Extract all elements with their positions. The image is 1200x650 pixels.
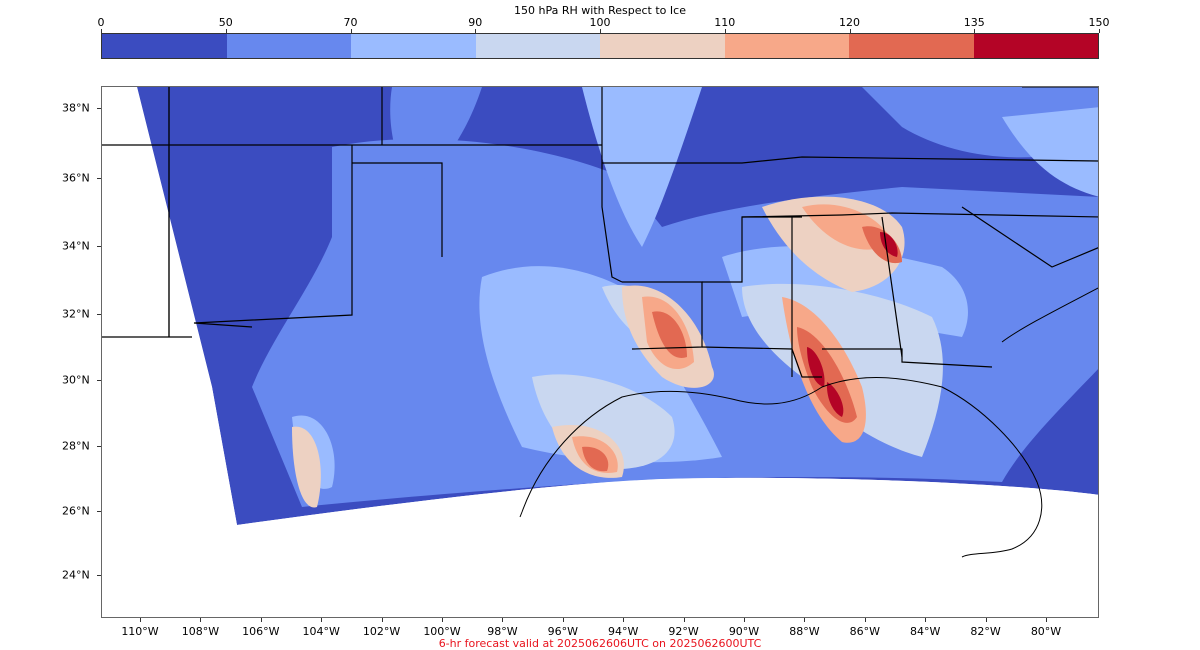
forecast-valid-caption: 6-hr forecast valid at 2025062606UTC on … xyxy=(438,637,762,650)
latitude-label: 36°N xyxy=(62,171,90,185)
longitude-label: 92°W xyxy=(668,625,699,638)
longitude-tick xyxy=(562,618,564,622)
latitude-label: 34°N xyxy=(62,239,90,253)
longitude-tick xyxy=(683,618,685,622)
colorbar-tick-mark xyxy=(350,29,352,33)
coastline xyxy=(519,87,1098,558)
longitude-label: 98°W xyxy=(487,625,518,638)
longitude-label: 82°W xyxy=(970,625,1001,638)
rh-region-mid xyxy=(390,87,482,187)
colorbar-tick-label: 135 xyxy=(963,16,985,29)
colorbar-tick-label: 100 xyxy=(589,16,611,29)
colorbar-tick-mark xyxy=(849,29,851,33)
longitude-label: 86°W xyxy=(849,625,880,638)
longitude-tick xyxy=(744,618,745,622)
longitude-label: 96°W xyxy=(547,625,578,638)
rh-region-light xyxy=(1002,107,1098,197)
colorbar-tick-mark xyxy=(101,29,102,33)
longitude-tick xyxy=(985,618,987,622)
latitude-label: 24°N xyxy=(62,568,90,582)
longitude-label: 90°W xyxy=(728,625,760,638)
latitude-tick xyxy=(97,380,101,381)
colorbar-tick-mark xyxy=(724,29,726,33)
longitude-label: 84°W xyxy=(910,625,941,638)
longitude-tick xyxy=(200,618,202,622)
longitude-label: 108°W xyxy=(181,625,220,638)
colorbar-tick-label: 120 xyxy=(839,16,860,29)
colorbar-tick-mark xyxy=(600,29,601,33)
longitude-tick xyxy=(1046,618,1047,622)
colorbar-tick-mark xyxy=(974,29,976,33)
latitude-label: 38°N xyxy=(62,101,90,115)
colorbar-title: 150 hPa RH with Respect to Ice xyxy=(514,4,686,17)
map-panel xyxy=(101,86,1099,618)
colorbar-tick-label: 150 xyxy=(1088,16,1110,29)
rh-region-light xyxy=(582,87,702,247)
colorbar xyxy=(101,33,1099,59)
colorbar-tick-label: 70 xyxy=(343,16,358,29)
colorbar-segment xyxy=(102,34,227,58)
colorbar-segment xyxy=(724,34,849,58)
rh-region-crimson xyxy=(880,232,898,257)
rh-region-peach xyxy=(292,426,321,508)
colorbar-segment xyxy=(973,34,1098,58)
latitude-tick xyxy=(97,575,101,576)
longitude-label: 104°W xyxy=(302,625,340,638)
longitude-label: 110°W xyxy=(121,625,159,638)
longitude-label: 94°W xyxy=(608,625,639,638)
colorbar-tick-mark xyxy=(1099,29,1100,33)
longitude-tick xyxy=(321,618,323,622)
latitude-tick xyxy=(97,511,101,512)
longitude-tick xyxy=(381,618,383,622)
map-canvas xyxy=(102,87,1098,617)
colorbar-tick-label: 0 xyxy=(97,16,105,29)
longitude-tick xyxy=(804,618,806,622)
colorbar-segment xyxy=(351,34,476,58)
longitude-tick xyxy=(925,618,927,622)
longitude-label: 80°W xyxy=(1030,625,1062,638)
longitude-label: 100°W xyxy=(423,625,461,638)
longitude-tick xyxy=(140,618,141,622)
colorbar-tick-label: 110 xyxy=(714,16,736,29)
colorbar-segment xyxy=(475,34,600,58)
no-data-area xyxy=(102,477,1098,617)
longitude-label: 106°W xyxy=(242,625,280,638)
longitude-tick xyxy=(502,618,504,622)
colorbar-segment xyxy=(226,34,351,58)
colorbar-tick-mark xyxy=(225,29,227,33)
longitude-label: 102°W xyxy=(362,625,401,638)
longitude-tick xyxy=(442,618,443,622)
colorbar-segment xyxy=(849,34,974,58)
rh-region-red xyxy=(582,446,609,472)
latitude-label: 28°N xyxy=(62,439,90,453)
latitude-tick xyxy=(97,446,101,447)
state-boundaries xyxy=(102,87,1098,378)
rh-region-red xyxy=(652,311,687,358)
colorbar-tick-label: 50 xyxy=(218,16,233,29)
longitude-tick xyxy=(260,618,262,622)
colorbar-segment xyxy=(600,34,725,58)
latitude-tick xyxy=(97,246,101,247)
latitude-label: 26°N xyxy=(62,504,90,518)
latitude-tick xyxy=(97,314,101,315)
latitude-label: 32°N xyxy=(62,307,90,321)
longitude-label: 88°W xyxy=(789,625,820,638)
latitude-tick xyxy=(97,108,101,109)
colorbar-tick-mark xyxy=(475,29,477,33)
rh-region-crimson xyxy=(826,382,844,417)
colorbar-tick-label: 90 xyxy=(468,16,483,29)
latitude-tick xyxy=(97,178,101,179)
longitude-tick xyxy=(623,618,625,622)
latitude-label: 30°N xyxy=(62,373,90,387)
longitude-tick xyxy=(864,618,866,622)
